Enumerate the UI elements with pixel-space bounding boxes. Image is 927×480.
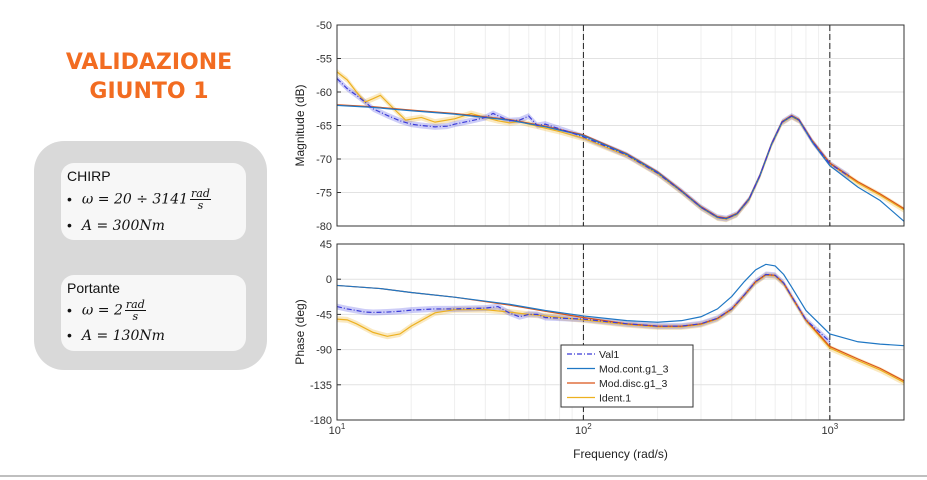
y-tick-label: -75 <box>316 188 332 200</box>
amplitude-bullet: • A = 130Nm <box>67 327 165 344</box>
fraction-numerator: rad <box>124 298 146 311</box>
x-axis-label: Frequency (rad/s) <box>573 447 668 461</box>
slide-title: VALIDAZIONE GIUNTO 1 <box>38 48 260 106</box>
y-tick-label: -90 <box>316 345 332 357</box>
y-tick-label: 45 <box>320 239 332 251</box>
bullet-dot: • <box>67 190 72 207</box>
series-line-val1 <box>336 78 850 220</box>
legend-entry: Val1 <box>599 349 619 361</box>
legend-box <box>560 344 694 408</box>
phase-ylabel: Phase (deg) <box>293 299 307 364</box>
chirp-card: CHIRP • ω = 20 ÷ 3141 rad s • A = 300Nm <box>61 163 246 240</box>
tick-exponent: 2 <box>587 422 592 431</box>
fraction-denominator: s <box>197 199 204 212</box>
bullet-dot: • <box>67 327 72 343</box>
legend: Val1 Mod.cont.g1_3 Mod.disc.g1_3 Ident.1 <box>560 344 694 408</box>
bullet-dot: • <box>67 217 72 233</box>
series-line-mod-disc-g1-3 <box>336 104 905 219</box>
y-tick-label: -50 <box>316 20 332 32</box>
y-tick-label: -70 <box>316 154 332 166</box>
y-tick-label: -45 <box>316 309 332 321</box>
parameters-panel: CHIRP • ω = 20 ÷ 3141 rad s • A = 300Nm Port… <box>34 141 267 370</box>
title-line-1: VALIDAZIONE <box>65 50 233 75</box>
bullet-dot: • <box>67 301 72 318</box>
omega-expression: ω = 2 <box>81 302 123 319</box>
amplitude-expression: A = 130Nm <box>81 328 165 344</box>
tick-base: 10 <box>821 425 833 437</box>
y-tick-label: -55 <box>316 54 332 66</box>
magnitude-axes: -80 -75 -70 -65 -60 -55 -50 Magnitude (dB) <box>293 20 905 233</box>
phase-frame <box>336 243 905 421</box>
amplitude-expression: A = 300Nm <box>81 218 165 234</box>
legend-entry: Ident.1 <box>599 393 631 405</box>
y-tick-label: -80 <box>316 221 332 233</box>
amplitude-bullet: • A = 300Nm <box>67 217 165 234</box>
val-uncertainty-band <box>337 271 830 345</box>
tick-base: 10 <box>329 425 341 437</box>
omega-bullet: • ω = 2 rad s <box>67 299 146 322</box>
card-title: CHIRP <box>67 168 111 184</box>
magnitude-ylabel: Magnitude (dB) <box>293 84 307 166</box>
tick-exponent: 3 <box>834 422 839 431</box>
portante-card: Portante • ω = 2 rad s • A = 130Nm <box>61 275 246 351</box>
fraction-numerator: rad <box>190 187 211 200</box>
x-tick-label: 102 <box>575 422 592 437</box>
x-tick-label: 101 <box>329 422 346 437</box>
magnitude-frame <box>336 24 905 227</box>
card-title: Portante <box>67 280 120 296</box>
y-tick-label: -135 <box>310 380 332 392</box>
legend-entry: Mod.disc.g1_3 <box>599 378 667 390</box>
unit-fraction: rad s <box>190 188 211 211</box>
tick-exponent: 1 <box>341 422 346 431</box>
y-tick-label: -65 <box>316 121 332 133</box>
tick-base: 10 <box>575 425 587 437</box>
title-line-2: GIUNTO 1 <box>89 79 209 104</box>
legend-entry: Mod.cont.g1_3 <box>599 364 669 376</box>
y-tick-label: 0 <box>326 274 332 286</box>
unit-fraction: rad s <box>124 298 146 323</box>
x-tick-label: 103 <box>821 422 838 437</box>
series-line-val1 <box>336 273 831 343</box>
y-tick-label: -60 <box>316 87 332 99</box>
fraction-denominator: s <box>132 310 139 323</box>
slide-bottom-rule <box>0 475 927 477</box>
omega-expression: ω = 20 ÷ 3141 <box>81 191 189 208</box>
omega-bullet: • ω = 20 ÷ 3141 rad s <box>67 188 211 211</box>
y-tick-label: -180 <box>310 415 332 427</box>
series-line-mod-cont-g1-3 <box>336 263 905 347</box>
